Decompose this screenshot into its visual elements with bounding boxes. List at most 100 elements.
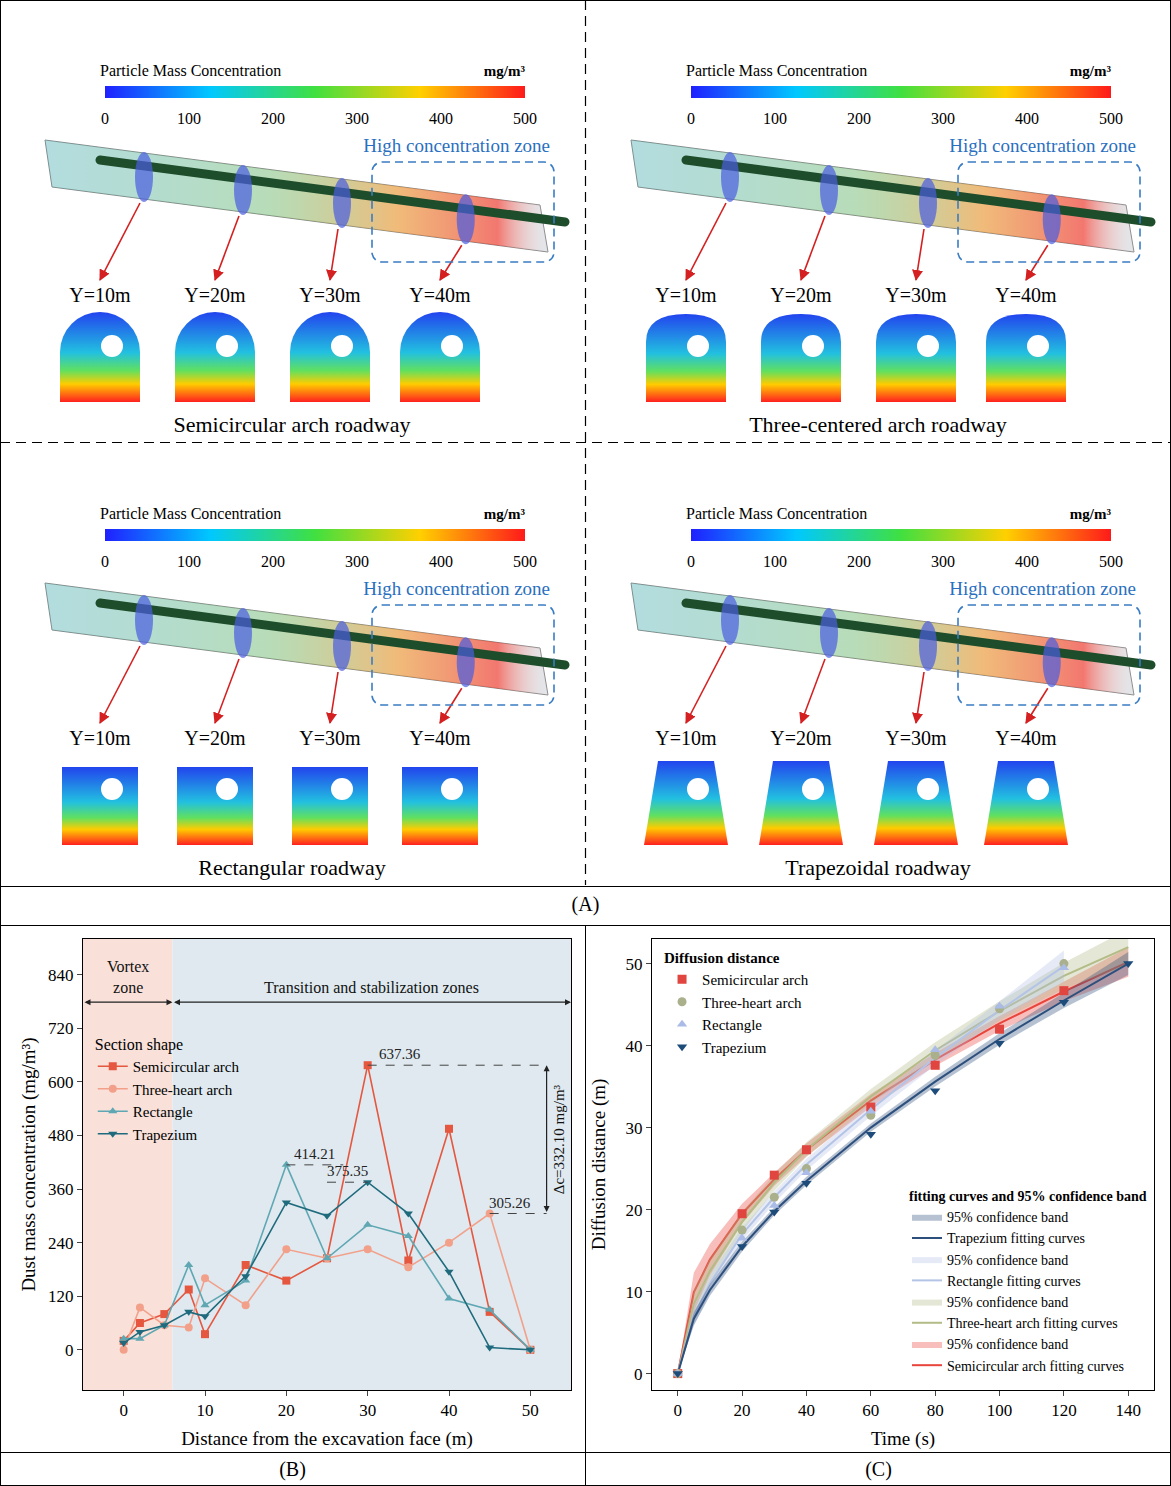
svg-text:Y=40m: Y=40m	[995, 284, 1057, 306]
svg-text:Diffusion distance (m): Diffusion distance (m)	[588, 1079, 610, 1251]
svg-text:Y=30m: Y=30m	[885, 284, 947, 306]
svg-text:0: 0	[65, 1341, 74, 1360]
svg-text:Particle Mass Concentration: Particle Mass Concentration	[686, 62, 867, 79]
svg-text:Particle Mass Concentration: Particle Mass Concentration	[686, 505, 867, 522]
svg-text:Y=40m: Y=40m	[409, 727, 471, 749]
svg-text:20: 20	[734, 1401, 751, 1420]
svg-text:Y=30m: Y=30m	[885, 727, 947, 749]
svg-text:375.35: 375.35	[327, 1163, 368, 1179]
svg-text:Y=20m: Y=20m	[184, 727, 246, 749]
svg-text:300: 300	[345, 110, 369, 127]
svg-text:Trapezium: Trapezium	[702, 1040, 767, 1056]
svg-text:480: 480	[48, 1126, 74, 1145]
svg-text:637.36: 637.36	[379, 1046, 421, 1062]
svg-text:500: 500	[513, 553, 537, 570]
svg-text:95% confidence band: 95% confidence band	[947, 1253, 1068, 1268]
svg-text:140: 140	[1116, 1401, 1142, 1420]
svg-text:Trapezium fitting curves: Trapezium fitting curves	[947, 1231, 1085, 1246]
svg-text:95% confidence band: 95% confidence band	[947, 1210, 1068, 1225]
svg-text:20: 20	[278, 1401, 295, 1420]
svg-text:Rectangle: Rectangle	[133, 1104, 193, 1120]
svg-text:100: 100	[177, 110, 201, 127]
svg-text:400: 400	[1015, 553, 1039, 570]
svg-text:0: 0	[687, 553, 695, 570]
svg-text:Time (s): Time (s)	[871, 1428, 935, 1450]
svg-text:400: 400	[429, 110, 453, 127]
svg-text:mg/m³: mg/m³	[1070, 63, 1112, 79]
svg-text:500: 500	[1099, 110, 1123, 127]
svg-text:300: 300	[345, 553, 369, 570]
svg-text:100: 100	[763, 110, 787, 127]
svg-text:Transition and stabilization z: Transition and stabilization zones	[264, 979, 479, 996]
svg-text:Y=10m: Y=10m	[69, 284, 131, 306]
svg-text:Distance from the excavation f: Distance from the excavation face (m)	[181, 1428, 473, 1450]
svg-text:60: 60	[862, 1401, 879, 1420]
svg-text:Y=30m: Y=30m	[299, 727, 361, 749]
svg-text:240: 240	[48, 1234, 74, 1253]
svg-text:High concentration zone: High concentration zone	[949, 578, 1136, 599]
svg-text:100: 100	[763, 553, 787, 570]
svg-text:300: 300	[931, 110, 955, 127]
svg-text:40: 40	[441, 1401, 458, 1420]
svg-text:Three-heart arch: Three-heart arch	[702, 995, 802, 1011]
svg-text:High concentration zone: High concentration zone	[363, 578, 550, 599]
svg-text:Semicircular arch fitting curv: Semicircular arch fitting curves	[947, 1359, 1124, 1374]
svg-text:20: 20	[626, 1201, 643, 1220]
svg-text:mg/m³: mg/m³	[484, 63, 526, 79]
svg-text:120: 120	[48, 1287, 74, 1306]
svg-text:50: 50	[522, 1401, 539, 1420]
svg-text:Semicircular arch: Semicircular arch	[702, 972, 809, 988]
svg-text:500: 500	[1099, 553, 1123, 570]
svg-text:360: 360	[48, 1180, 74, 1199]
svg-text:Diffusion distance: Diffusion distance	[664, 950, 780, 966]
svg-text:200: 200	[261, 553, 285, 570]
svg-text:300: 300	[931, 553, 955, 570]
svg-text:840: 840	[48, 966, 74, 985]
svg-text:0: 0	[634, 1365, 643, 1384]
svg-text:Rectangle fitting curves: Rectangle fitting curves	[947, 1274, 1081, 1289]
svg-text:Particle Mass Concentration: Particle Mass Concentration	[100, 62, 281, 79]
svg-text:0: 0	[101, 553, 109, 570]
svg-text:0: 0	[687, 110, 695, 127]
svg-text:Semicircular arch roadway: Semicircular arch roadway	[174, 412, 411, 437]
svg-text:Section shape: Section shape	[95, 1036, 183, 1054]
svg-text:720: 720	[48, 1019, 74, 1038]
svg-text:High concentration zone: High concentration zone	[363, 135, 550, 156]
svg-text:Y=10m: Y=10m	[69, 727, 131, 749]
svg-text:Rectangular roadway: Rectangular roadway	[198, 855, 386, 880]
svg-text:100: 100	[987, 1401, 1013, 1420]
svg-text:200: 200	[847, 553, 871, 570]
svg-text:305.26: 305.26	[489, 1195, 531, 1211]
svg-text:Three-centered arch roadway: Three-centered arch roadway	[749, 412, 1007, 437]
svg-text:Y=40m: Y=40m	[409, 284, 471, 306]
svg-text:Y=10m: Y=10m	[655, 284, 717, 306]
svg-text:414.21: 414.21	[294, 1146, 335, 1162]
svg-text:Y=40m: Y=40m	[995, 727, 1057, 749]
svg-text:Trapezium: Trapezium	[133, 1127, 198, 1143]
svg-text:600: 600	[48, 1073, 74, 1092]
svg-text:400: 400	[429, 553, 453, 570]
svg-text:Dust mass concentration (mg/m³: Dust mass concentration (mg/m³)	[18, 1037, 40, 1291]
svg-text:Semicircular arch: Semicircular arch	[133, 1059, 240, 1075]
svg-text:Trapezoidal roadway: Trapezoidal roadway	[785, 855, 971, 880]
svg-text:0: 0	[673, 1401, 682, 1420]
svg-text:40: 40	[626, 1037, 643, 1056]
svg-text:mg/m³: mg/m³	[484, 506, 526, 522]
svg-text:Three-heart arch fitting curve: Three-heart arch fitting curves	[947, 1316, 1118, 1331]
svg-text:High concentration zone: High concentration zone	[949, 135, 1136, 156]
svg-text:Y=10m: Y=10m	[655, 727, 717, 749]
svg-text:Three-heart arch: Three-heart arch	[133, 1082, 233, 1098]
svg-text:Y=30m: Y=30m	[299, 284, 361, 306]
svg-text:400: 400	[1015, 110, 1039, 127]
svg-text:30: 30	[626, 1119, 643, 1138]
svg-text:95% confidence band: 95% confidence band	[947, 1337, 1068, 1352]
svg-text:Particle Mass Concentration: Particle Mass Concentration	[100, 505, 281, 522]
svg-text:10: 10	[626, 1283, 643, 1302]
svg-text:Δc=332.10 mg/m³: Δc=332.10 mg/m³	[551, 1084, 567, 1194]
svg-text:80: 80	[927, 1401, 944, 1420]
svg-text:fitting curves and 95% confide: fitting curves and 95% confidence band	[909, 1189, 1147, 1204]
svg-text:10: 10	[197, 1401, 214, 1420]
svg-text:Vortexzone: Vortexzone	[107, 958, 149, 996]
svg-text:Y=20m: Y=20m	[770, 727, 832, 749]
svg-text:0: 0	[101, 110, 109, 127]
